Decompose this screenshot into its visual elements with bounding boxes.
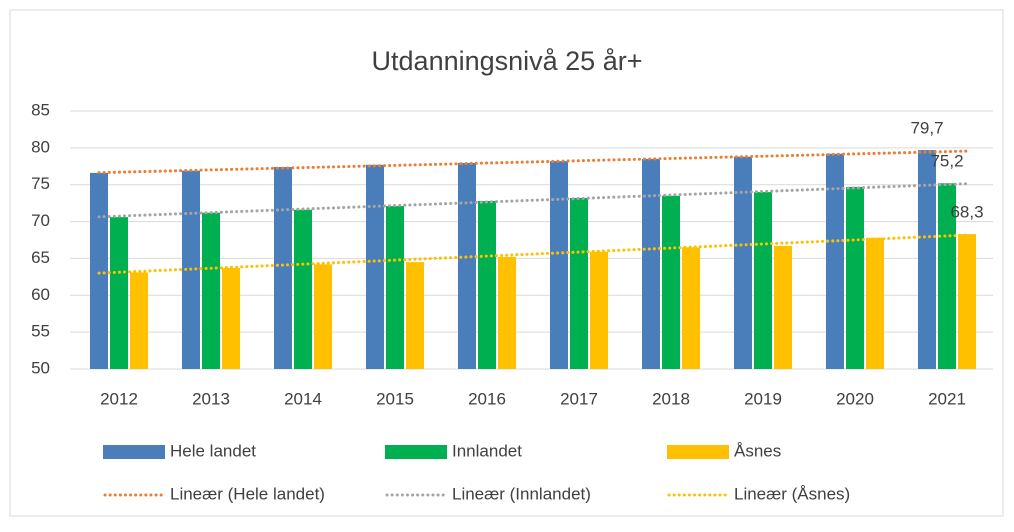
bar xyxy=(826,153,844,369)
bar xyxy=(458,162,476,369)
trendline xyxy=(97,149,969,175)
legend-label: Innlandet xyxy=(452,441,522,460)
bar xyxy=(90,172,108,369)
bar xyxy=(366,164,384,369)
bar xyxy=(294,209,312,369)
y-tick-label: 55 xyxy=(31,322,50,341)
x-tick-label: 2015 xyxy=(376,389,414,408)
y-tick-label: 85 xyxy=(31,100,50,119)
legend-label: Åsnes xyxy=(734,441,781,460)
y-tick-label: 65 xyxy=(31,248,50,267)
x-tick-label: 2021 xyxy=(928,389,966,408)
legend-label: Lineær (Åsnes) xyxy=(734,484,850,503)
bar xyxy=(386,206,404,369)
bar xyxy=(734,156,752,369)
bar xyxy=(938,183,956,369)
bar xyxy=(662,195,680,369)
legend-label: Lineær (Innlandet) xyxy=(452,484,591,503)
bar xyxy=(130,272,148,369)
bar xyxy=(222,268,240,369)
x-tick-label: 2020 xyxy=(836,389,874,408)
x-tick-label: 2018 xyxy=(652,389,690,408)
legend-label: Lineær (Hele landet) xyxy=(170,484,325,503)
trendline xyxy=(97,233,969,275)
bar xyxy=(682,247,700,369)
legend-swatch xyxy=(103,445,165,459)
y-tick-label: 60 xyxy=(31,285,50,304)
x-tick-label: 2012 xyxy=(100,389,138,408)
x-tick-label: 2019 xyxy=(744,389,782,408)
data-label: 68,3 xyxy=(950,203,983,222)
bar xyxy=(958,234,976,369)
bar xyxy=(754,192,772,369)
bar xyxy=(498,256,516,369)
legend-swatch xyxy=(667,445,729,459)
bar xyxy=(642,158,660,369)
bar xyxy=(846,186,864,369)
y-tick-label: 80 xyxy=(31,137,50,156)
data-label: 75,2 xyxy=(930,152,963,171)
x-tick-label: 2013 xyxy=(192,389,230,408)
chart-title: Utdanningsnivå 25 år+ xyxy=(372,46,643,76)
bar xyxy=(478,200,496,369)
bar xyxy=(110,217,128,369)
x-tick-label: 2014 xyxy=(284,389,322,408)
bar xyxy=(774,245,792,369)
legend-swatch xyxy=(385,445,447,459)
bar xyxy=(570,197,588,369)
data-label: 79,7 xyxy=(910,119,943,138)
trendline xyxy=(97,182,969,219)
x-tick-label: 2016 xyxy=(468,389,506,408)
bar xyxy=(550,161,568,369)
legend-label: Hele landet xyxy=(170,441,256,460)
bar xyxy=(406,262,424,369)
bar xyxy=(314,264,332,369)
bar xyxy=(866,237,884,369)
bar xyxy=(918,150,936,369)
bar xyxy=(274,167,292,369)
y-tick-label: 50 xyxy=(31,358,50,377)
bar xyxy=(202,212,220,369)
y-tick-label: 70 xyxy=(31,211,50,230)
y-tick-label: 75 xyxy=(31,174,50,193)
x-tick-label: 2017 xyxy=(560,389,598,408)
bar xyxy=(590,251,608,369)
